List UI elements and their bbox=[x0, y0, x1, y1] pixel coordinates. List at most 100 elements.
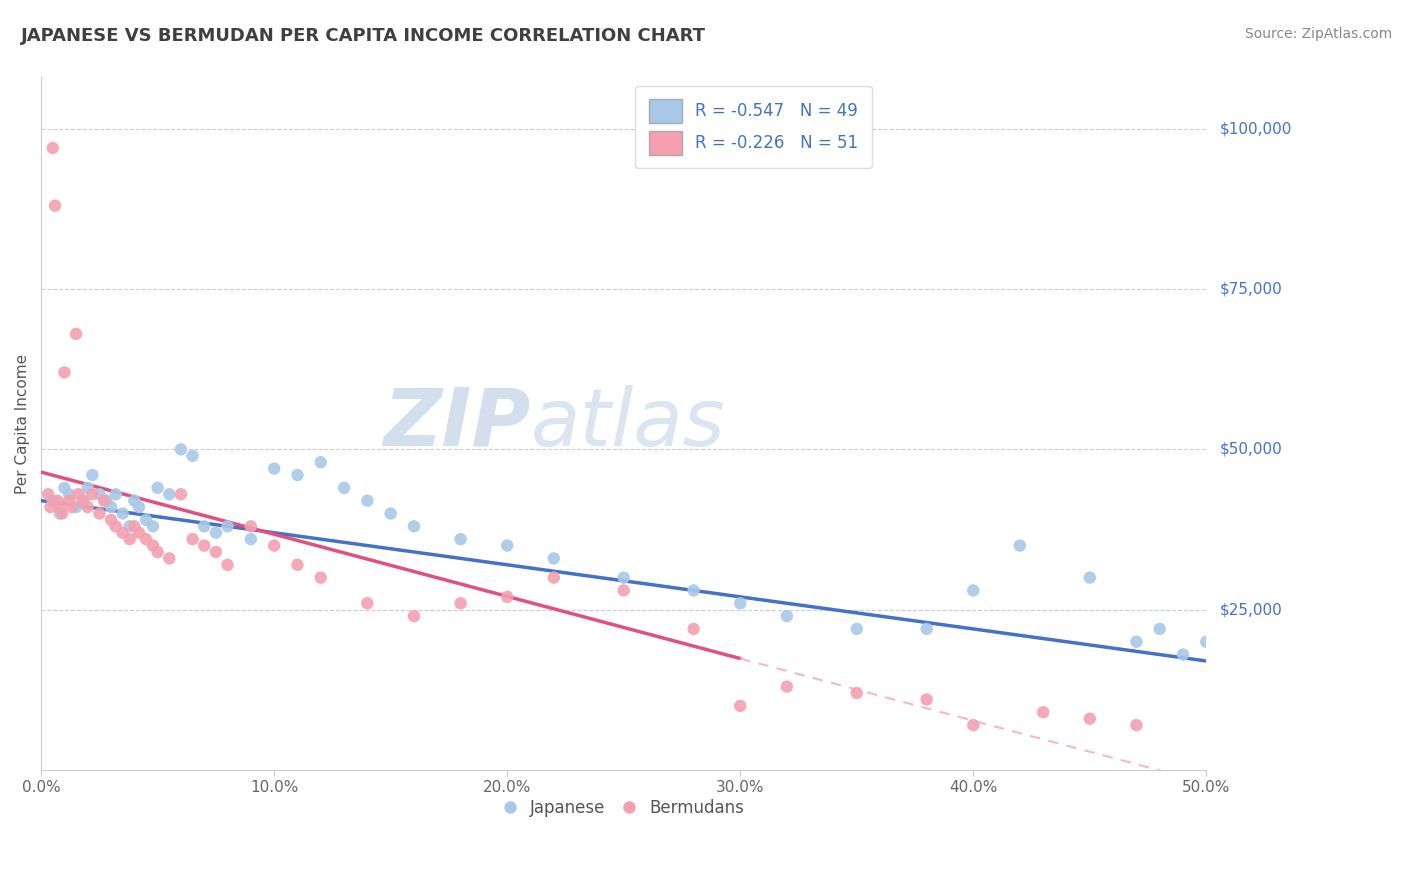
Point bbox=[1078, 571, 1101, 585]
Point bbox=[89, 487, 111, 501]
Point bbox=[128, 500, 150, 514]
Point bbox=[65, 500, 87, 514]
Point bbox=[496, 539, 519, 553]
Point bbox=[613, 583, 636, 598]
Point bbox=[380, 507, 402, 521]
Point bbox=[135, 513, 157, 527]
Point bbox=[962, 718, 984, 732]
Point bbox=[239, 532, 262, 546]
Point bbox=[309, 455, 332, 469]
Point bbox=[728, 698, 751, 713]
Point bbox=[82, 487, 104, 501]
Point bbox=[65, 326, 87, 341]
Point bbox=[181, 449, 204, 463]
Point bbox=[205, 525, 228, 540]
Point bbox=[118, 532, 141, 546]
Point bbox=[776, 680, 799, 694]
Point bbox=[287, 558, 309, 572]
Point bbox=[1008, 539, 1031, 553]
Point bbox=[170, 442, 193, 457]
Point bbox=[37, 487, 59, 501]
Point bbox=[496, 590, 519, 604]
Point bbox=[72, 493, 94, 508]
Point bbox=[76, 481, 98, 495]
Point bbox=[915, 622, 938, 636]
Point bbox=[53, 481, 76, 495]
Point bbox=[100, 500, 122, 514]
Point bbox=[58, 487, 80, 501]
Point bbox=[682, 622, 704, 636]
Point bbox=[845, 622, 868, 636]
Point bbox=[124, 493, 146, 508]
Point bbox=[82, 468, 104, 483]
Point bbox=[104, 519, 127, 533]
Point bbox=[170, 487, 193, 501]
Point bbox=[42, 141, 65, 155]
Point bbox=[356, 596, 378, 610]
Point bbox=[124, 519, 146, 533]
Point bbox=[1125, 634, 1147, 648]
Point bbox=[146, 481, 169, 495]
Text: $25,000: $25,000 bbox=[1220, 602, 1282, 617]
Point bbox=[239, 519, 262, 533]
Text: Source: ZipAtlas.com: Source: ZipAtlas.com bbox=[1244, 27, 1392, 41]
Point bbox=[1149, 622, 1171, 636]
Point bbox=[157, 551, 180, 566]
Point bbox=[543, 551, 565, 566]
Point bbox=[93, 493, 115, 508]
Point bbox=[60, 500, 83, 514]
Point bbox=[1032, 706, 1054, 720]
Point bbox=[181, 532, 204, 546]
Point bbox=[135, 532, 157, 546]
Point bbox=[142, 539, 165, 553]
Point bbox=[146, 545, 169, 559]
Point bbox=[263, 461, 285, 475]
Point bbox=[402, 609, 425, 624]
Point bbox=[44, 199, 66, 213]
Point bbox=[1078, 712, 1101, 726]
Point bbox=[613, 571, 636, 585]
Point bbox=[1125, 718, 1147, 732]
Point bbox=[193, 519, 215, 533]
Point bbox=[42, 493, 65, 508]
Point bbox=[682, 583, 704, 598]
Text: $75,000: $75,000 bbox=[1220, 282, 1282, 296]
Point bbox=[100, 513, 122, 527]
Point bbox=[46, 493, 69, 508]
Point bbox=[915, 692, 938, 706]
Legend: Japanese, Bermudans: Japanese, Bermudans bbox=[496, 793, 751, 824]
Point bbox=[53, 366, 76, 380]
Point bbox=[72, 493, 94, 508]
Text: atlas: atlas bbox=[530, 384, 725, 463]
Text: $100,000: $100,000 bbox=[1220, 121, 1292, 136]
Point bbox=[205, 545, 228, 559]
Y-axis label: Per Capita Income: Per Capita Income bbox=[15, 353, 30, 494]
Point bbox=[356, 493, 378, 508]
Point bbox=[142, 519, 165, 533]
Point bbox=[333, 481, 356, 495]
Point bbox=[450, 596, 472, 610]
Point bbox=[48, 500, 70, 514]
Point bbox=[67, 487, 90, 501]
Point bbox=[263, 539, 285, 553]
Point bbox=[776, 609, 799, 624]
Text: $50,000: $50,000 bbox=[1220, 442, 1282, 457]
Point bbox=[76, 500, 98, 514]
Point bbox=[89, 507, 111, 521]
Point bbox=[543, 571, 565, 585]
Point bbox=[287, 468, 309, 483]
Point bbox=[402, 519, 425, 533]
Point bbox=[118, 519, 141, 533]
Point bbox=[728, 596, 751, 610]
Point bbox=[1195, 634, 1218, 648]
Point bbox=[450, 532, 472, 546]
Text: ZIP: ZIP bbox=[382, 384, 530, 463]
Point bbox=[111, 507, 134, 521]
Text: JAPANESE VS BERMUDAN PER CAPITA INCOME CORRELATION CHART: JAPANESE VS BERMUDAN PER CAPITA INCOME C… bbox=[21, 27, 706, 45]
Point bbox=[157, 487, 180, 501]
Point bbox=[1171, 648, 1194, 662]
Point bbox=[51, 507, 73, 521]
Point bbox=[193, 539, 215, 553]
Point bbox=[104, 487, 127, 501]
Point bbox=[309, 571, 332, 585]
